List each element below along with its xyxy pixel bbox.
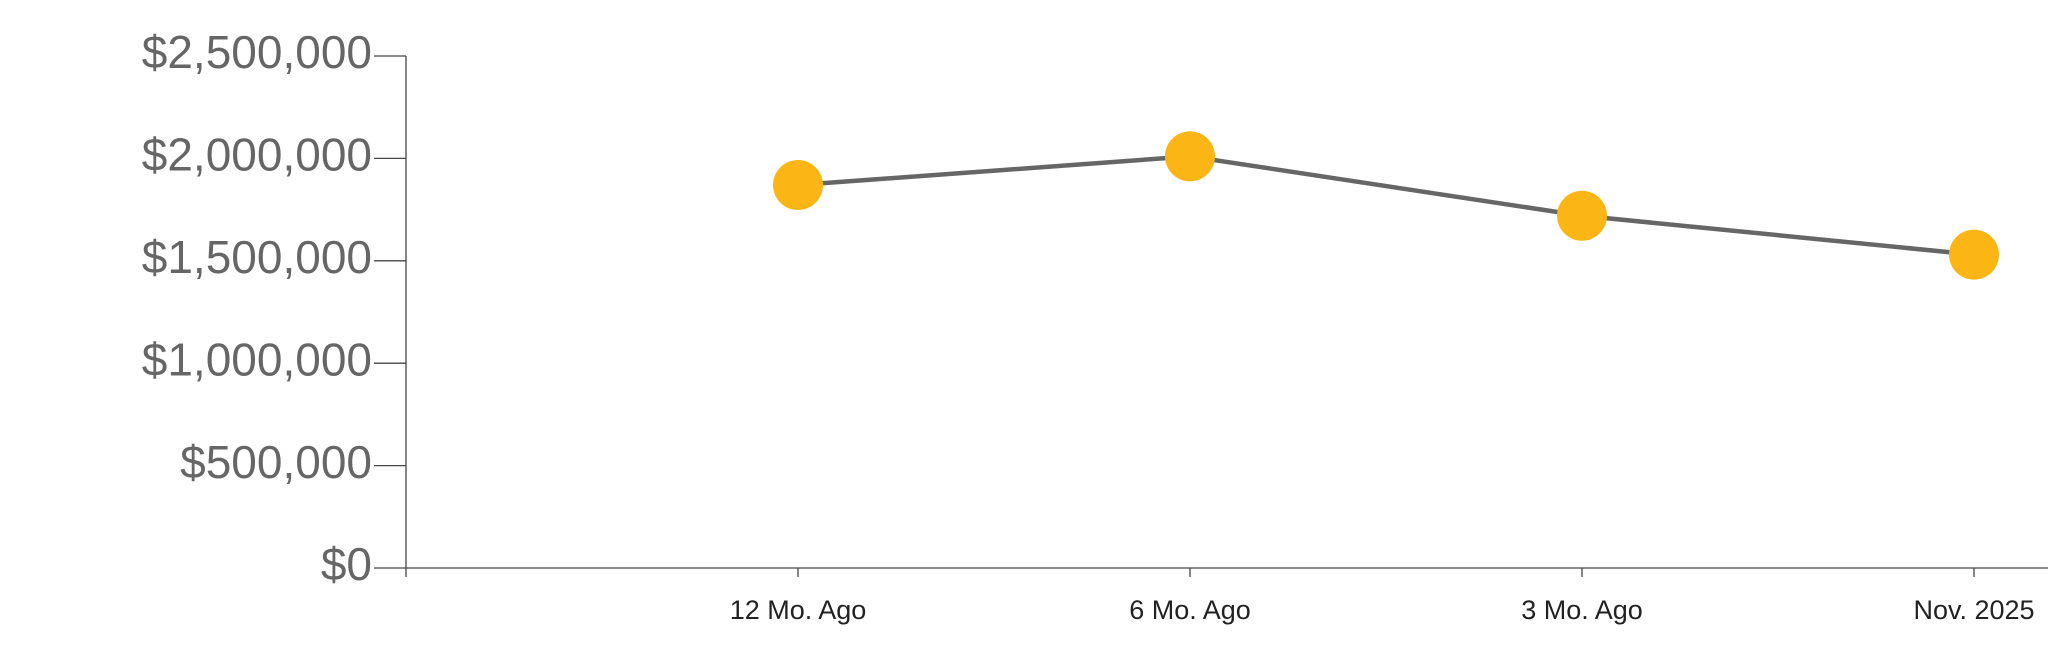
y-tick-label: $0 bbox=[321, 538, 372, 590]
y-tick-label: $1,500,000 bbox=[142, 231, 372, 283]
x-tick-label: 12 Mo. Ago bbox=[730, 595, 867, 625]
point bbox=[1949, 229, 1999, 280]
line bbox=[797, 154, 1975, 257]
y-tick-label: $2,000,000 bbox=[142, 129, 372, 181]
x-tick-label: 6 Mo. Ago bbox=[1129, 595, 1251, 625]
y-tick-label: $2,500,000 bbox=[142, 26, 372, 78]
point bbox=[773, 160, 823, 211]
x-tick-label: 3 Mo. Ago bbox=[1521, 595, 1643, 625]
point bbox=[1557, 190, 1607, 241]
y-tick-label: $1,000,000 bbox=[142, 333, 372, 385]
point bbox=[1165, 131, 1215, 182]
x-tick-label: Nov. 2025 bbox=[1913, 595, 2034, 625]
y-tick-label: $500,000 bbox=[180, 436, 372, 488]
